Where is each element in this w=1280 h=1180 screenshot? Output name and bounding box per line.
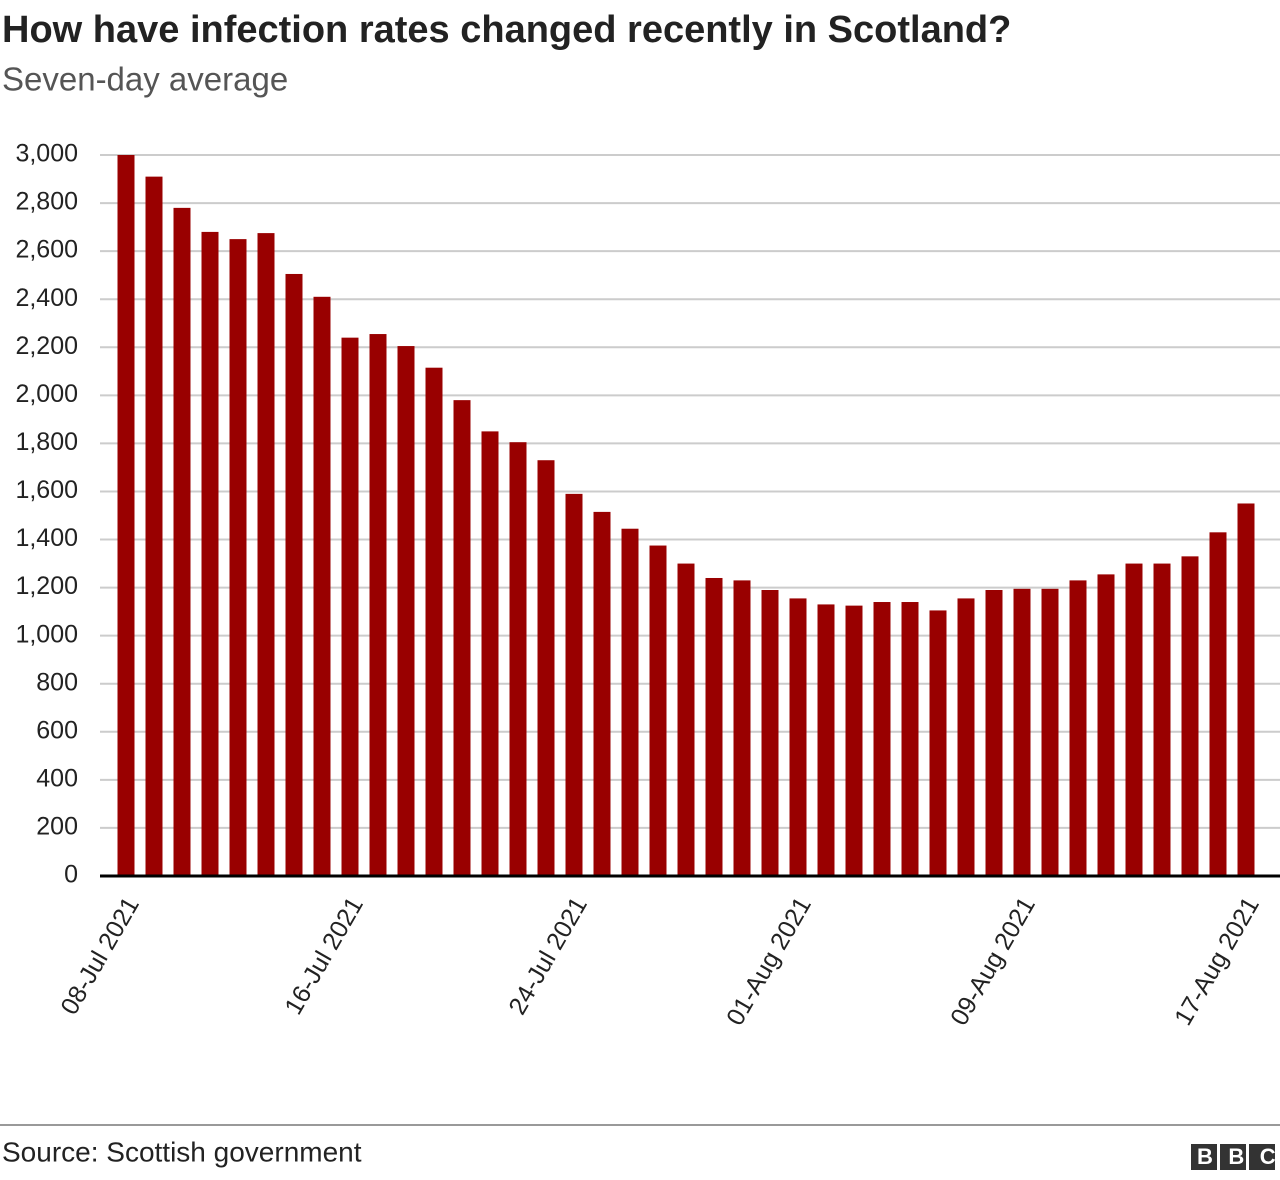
bar [957, 598, 975, 876]
bar [1209, 532, 1227, 876]
x-tick-label: 01-Aug 2021 [721, 892, 817, 1030]
bar [313, 296, 331, 877]
bar [1069, 580, 1087, 876]
bar [873, 602, 891, 876]
bar [789, 598, 807, 876]
y-tick-label: 600 [36, 716, 78, 744]
bar [677, 563, 695, 876]
chart-subtitle: Seven-day average [2, 61, 288, 98]
bar [481, 431, 499, 876]
logo: BBC [1191, 1144, 1280, 1170]
y-tick-label: 2,200 [15, 332, 78, 360]
logo-text: BBC [1197, 1144, 1280, 1169]
x-tick-label: 08-Jul 2021 [55, 892, 145, 1019]
bar [397, 346, 415, 876]
y-tick-label: 200 [36, 813, 78, 841]
bar [145, 176, 163, 876]
bar [1013, 588, 1031, 876]
bar [341, 337, 359, 876]
bar [929, 610, 947, 876]
y-tick-label: 400 [36, 764, 78, 792]
y-tick-label: 1,200 [15, 572, 78, 600]
chart-title: How have infection rates changed recentl… [2, 9, 1011, 51]
bar [285, 273, 303, 877]
x-tick-label: 16-Jul 2021 [279, 892, 369, 1019]
x-tick-label: 24-Jul 2021 [503, 892, 593, 1019]
bar [1237, 503, 1255, 876]
bar [733, 580, 751, 876]
y-tick-label: 0 [64, 861, 78, 889]
y-tick-label: 1,000 [15, 620, 78, 648]
y-tick-label: 2,000 [15, 380, 78, 408]
bar [369, 334, 387, 876]
bar [901, 602, 919, 876]
bar [537, 460, 555, 876]
plot-area: 0 200 400 600 800 1,000 1,200 1,400 1,600 1,800 2,… [15, 140, 1280, 1030]
bar [705, 577, 723, 876]
bar [425, 367, 443, 876]
bar [621, 528, 639, 876]
bar [117, 155, 135, 876]
source: Source: Scottish government [2, 1136, 362, 1167]
bar [1153, 563, 1171, 876]
bar [761, 590, 779, 876]
bar [201, 231, 219, 876]
bar [257, 233, 275, 876]
bar [453, 400, 471, 876]
bar [985, 590, 1003, 876]
bar [1181, 556, 1199, 876]
bar [649, 545, 667, 876]
bar [173, 207, 191, 876]
y-tick-label: 1,800 [15, 428, 78, 456]
y-tick-label: 1,600 [15, 476, 78, 504]
bar [229, 239, 247, 876]
y-tick-label: 1,400 [15, 524, 78, 552]
bar [509, 442, 527, 876]
y-tick-label: 2,600 [15, 236, 78, 264]
bar [1041, 588, 1059, 876]
x-tick-label: 09-Aug 2021 [945, 892, 1041, 1030]
y-tick-label: 2,400 [15, 284, 78, 312]
y-tick-label: 2,800 [15, 188, 78, 216]
bar [565, 493, 583, 876]
y-tick-label: 800 [36, 668, 78, 696]
bar [817, 604, 835, 876]
bar [845, 605, 863, 876]
bar [1125, 563, 1143, 876]
y-tick-label: 3,000 [15, 140, 78, 168]
bar [1097, 574, 1115, 876]
x-tick-label: 17-Aug 2021 [1169, 892, 1265, 1030]
bar [593, 511, 611, 876]
